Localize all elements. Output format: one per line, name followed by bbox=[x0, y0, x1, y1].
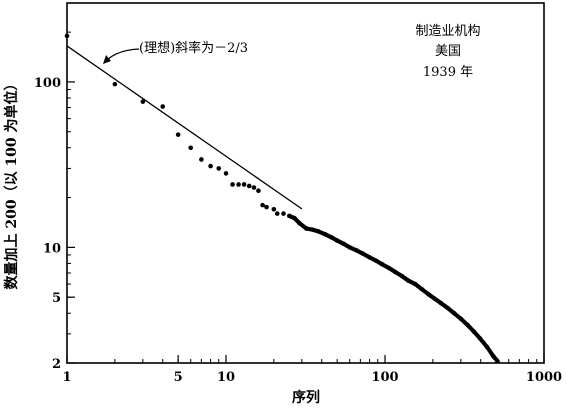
data-point bbox=[199, 157, 204, 162]
inset-line-1: 制造业机构 bbox=[415, 24, 480, 39]
data-point bbox=[188, 145, 194, 151]
data-point bbox=[251, 185, 257, 190]
x-tick-label: 1000 bbox=[526, 370, 562, 385]
data-point bbox=[271, 206, 277, 212]
data-point bbox=[223, 171, 229, 176]
data-point bbox=[483, 343, 488, 348]
y-axis-title: 数量加上 200（以 100 为单位） bbox=[3, 76, 20, 289]
data-point bbox=[241, 182, 247, 187]
data-point bbox=[230, 182, 235, 187]
data-point bbox=[64, 33, 70, 39]
y-tick-label: 10 bbox=[43, 241, 61, 256]
line-layer bbox=[66, 45, 303, 210]
annotation-arrowhead bbox=[103, 55, 111, 64]
data-point bbox=[260, 202, 265, 208]
dense-point-band bbox=[288, 214, 499, 363]
data-point bbox=[160, 104, 166, 109]
x-tick-label: 1 bbox=[62, 370, 71, 385]
x-axis-title: 序列 bbox=[292, 389, 320, 406]
y-tick-label: 2 bbox=[52, 357, 61, 372]
ideal-slope-line bbox=[66, 45, 303, 210]
slope-annotation: (理想)斜率为－2/3 bbox=[139, 40, 248, 56]
data-point bbox=[140, 99, 146, 104]
annotation-arrow bbox=[106, 48, 140, 61]
inset-line-3: 1939 年 bbox=[423, 65, 473, 80]
data-point bbox=[274, 211, 280, 216]
ticks-layer: 1 5 10 100 1000 2 5 10 100 bbox=[34, 2, 562, 385]
data-point bbox=[208, 163, 213, 169]
points-layer bbox=[64, 33, 500, 364]
data-point bbox=[112, 81, 118, 87]
y-tick-label: 100 bbox=[34, 76, 61, 91]
data-point bbox=[216, 166, 222, 171]
y-tick-label: 5 bbox=[52, 291, 61, 306]
data-point bbox=[281, 211, 286, 216]
data-point bbox=[246, 183, 252, 189]
data-point bbox=[264, 204, 269, 210]
data-point bbox=[494, 358, 499, 363]
x-tick-label: 10 bbox=[217, 370, 235, 385]
inset-line-2: 美国 bbox=[435, 44, 461, 59]
data-point bbox=[236, 182, 241, 187]
x-tick-label: 100 bbox=[371, 370, 398, 385]
data-point bbox=[256, 188, 261, 194]
data-point bbox=[175, 132, 181, 137]
plot-frame bbox=[66, 2, 545, 364]
x-tick-label: 5 bbox=[174, 370, 183, 385]
